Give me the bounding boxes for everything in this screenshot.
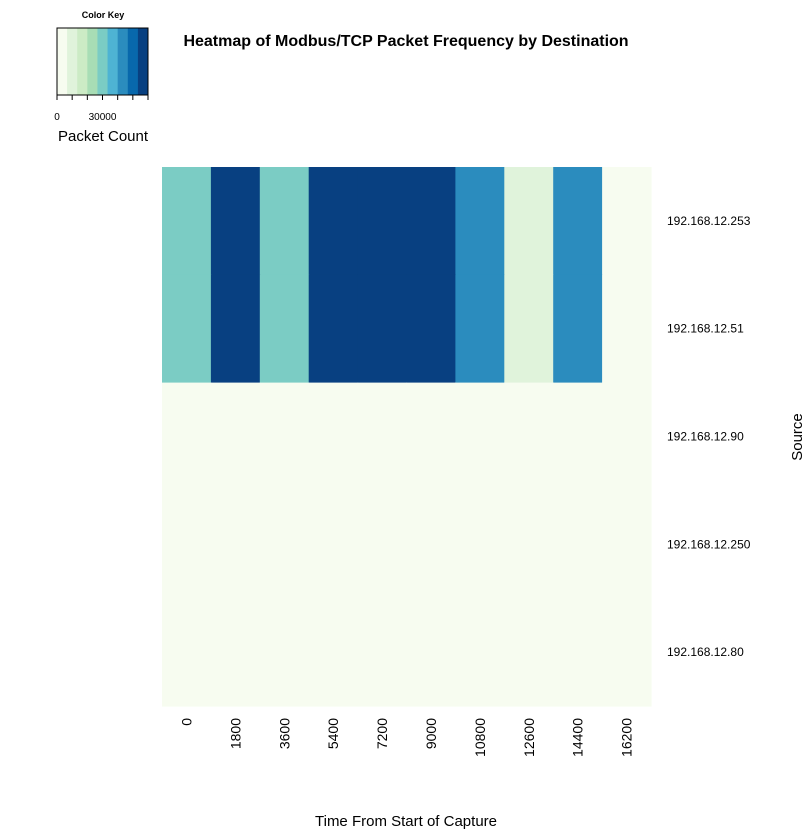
heatmap-cell <box>455 167 505 276</box>
chart-title: Heatmap of Modbus/TCP Packet Frequency b… <box>183 33 628 50</box>
color-key-swatch <box>137 28 149 95</box>
heatmap-cell <box>259 382 310 491</box>
row-label: 192.168.12.253 <box>667 214 751 228</box>
heatmap-cell <box>406 598 456 707</box>
heatmap-cell <box>357 598 408 707</box>
row-label: 192.168.12.51 <box>667 322 744 336</box>
heatmap-cell <box>406 274 456 384</box>
heatmap-cell <box>162 382 212 491</box>
heatmap-cell <box>602 490 652 599</box>
color-key-swatch <box>67 28 78 95</box>
heatmap-cell <box>455 598 505 707</box>
heatmap-cell <box>357 382 408 491</box>
heatmap-cell <box>406 382 456 491</box>
color-key-swatch <box>87 28 98 95</box>
color-key: Color Key 0 30000 Packet Count <box>54 10 149 145</box>
heatmap-cell <box>504 274 554 384</box>
heatmap-cell <box>406 167 456 276</box>
color-key-swatch <box>97 28 109 95</box>
row-label: 192.168.12.90 <box>667 430 744 444</box>
color-key-axis: 0 30000 <box>54 94 149 123</box>
heatmap-cell <box>504 382 554 491</box>
column-labels: 0 1800 3600 5400 7200 9000 10800 12600 14400 1620… <box>178 718 634 757</box>
row-label: 192.168.12.250 <box>667 537 751 551</box>
heatmap-cell <box>308 598 359 707</box>
color-key-swatch <box>107 28 119 95</box>
heatmap-cell <box>553 490 603 599</box>
column-label: 10800 <box>472 718 488 757</box>
heatmap-cell <box>308 382 359 491</box>
heatmap-cell <box>210 274 261 384</box>
heatmap-cell <box>308 490 359 599</box>
heatmap-cell <box>504 167 554 276</box>
heatmap-cell <box>357 490 408 599</box>
heatmap-cell <box>455 490 505 599</box>
heatmap-cells <box>162 167 652 707</box>
row-labels: 192.168.12.253 192.168.12.51 192.168.12.90… <box>667 214 751 659</box>
color-key-swatches <box>57 28 149 95</box>
color-key-tick-label: 30000 <box>89 112 117 123</box>
heatmap-cell <box>308 167 359 276</box>
heatmap-cell <box>210 382 261 491</box>
x-axis-label: Time From Start of Capture <box>315 813 497 830</box>
heatmap-cell <box>553 382 603 491</box>
heatmap-cell <box>210 167 261 276</box>
heatmap-cell <box>259 598 310 707</box>
heatmap-cell <box>455 382 505 491</box>
heatmap-cell <box>504 598 554 707</box>
heatmap-cell <box>259 167 310 276</box>
color-key-swatch <box>57 28 68 95</box>
color-key-tick-label: 0 <box>54 112 60 123</box>
color-key-swatch <box>117 28 129 95</box>
heatmap-cell <box>602 382 652 491</box>
heatmap-cell <box>553 274 603 384</box>
heatmap-cell <box>162 274 212 384</box>
heatmap-cell <box>406 490 456 599</box>
column-label: 3600 <box>276 718 292 749</box>
column-label: 1800 <box>227 718 243 749</box>
color-key-swatch <box>127 28 139 95</box>
heatmap-cell <box>504 490 554 599</box>
row-label: 192.168.12.80 <box>667 645 744 659</box>
color-key-title: Color Key <box>82 10 125 20</box>
heatmap-cell <box>162 598 212 707</box>
heatmap-cell <box>259 490 310 599</box>
heatmap-cell <box>455 274 505 384</box>
column-label: 5400 <box>325 718 341 749</box>
color-key-label: Packet Count <box>58 128 149 145</box>
heatmap-cell <box>553 167 603 276</box>
heatmap-cell <box>553 598 603 707</box>
column-label: 7200 <box>374 718 390 749</box>
heatmap-cell <box>357 274 408 384</box>
heatmap-cell <box>308 274 359 384</box>
column-label: 0 <box>178 718 194 726</box>
heatmap-cell <box>602 274 652 384</box>
column-label: 9000 <box>423 718 439 749</box>
heatmap-cell <box>162 490 212 599</box>
y-axis-label: Source <box>789 413 806 461</box>
heatmap-cell <box>259 274 310 384</box>
color-key-swatch <box>77 28 88 95</box>
heatmap-cell <box>210 598 261 707</box>
heatmap-cell <box>162 167 212 276</box>
heatmap-cell <box>602 167 652 276</box>
heatmap-cell <box>602 598 652 707</box>
heatmap-cell <box>357 167 408 276</box>
column-label: 14400 <box>570 718 586 757</box>
heatmap-cell <box>210 490 261 599</box>
column-label: 12600 <box>521 718 537 757</box>
column-label: 16200 <box>619 718 635 757</box>
